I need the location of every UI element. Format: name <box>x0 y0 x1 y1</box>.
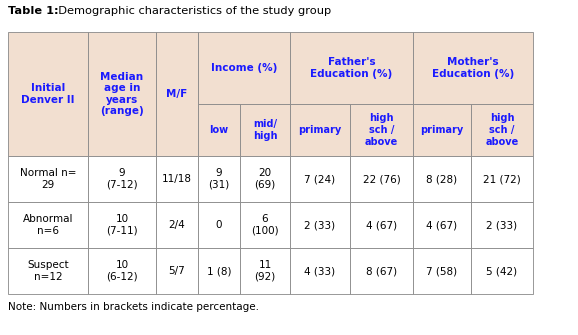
Bar <box>290 156 350 202</box>
Text: 10
(6-12): 10 (6-12) <box>106 260 138 282</box>
Text: 1 (8): 1 (8) <box>207 266 231 276</box>
Text: 8 (67): 8 (67) <box>366 266 397 276</box>
Bar <box>198 202 240 248</box>
Text: 11/18: 11/18 <box>162 174 192 184</box>
Bar <box>8 156 88 202</box>
Text: Abnormal
n=6: Abnormal n=6 <box>23 214 73 236</box>
Bar <box>290 202 350 248</box>
Bar <box>156 202 198 248</box>
Text: 2/4: 2/4 <box>169 220 186 230</box>
Bar <box>198 156 240 202</box>
Text: high
sch /
above: high sch / above <box>365 114 398 147</box>
Bar <box>290 248 350 294</box>
Bar <box>350 104 413 156</box>
Text: 20
(69): 20 (69) <box>254 168 276 190</box>
Bar <box>198 104 240 156</box>
Text: low: low <box>209 125 228 135</box>
Text: 21 (72): 21 (72) <box>483 174 521 184</box>
Text: 2 (33): 2 (33) <box>487 220 517 230</box>
Text: 10
(7-11): 10 (7-11) <box>106 214 138 236</box>
Bar <box>8 32 88 156</box>
Bar <box>88 248 156 294</box>
Bar <box>88 202 156 248</box>
Text: primary: primary <box>298 125 342 135</box>
Text: 0: 0 <box>216 220 223 230</box>
Text: 4 (67): 4 (67) <box>366 220 397 230</box>
Bar <box>198 248 240 294</box>
Bar <box>350 202 413 248</box>
Text: 7 (58): 7 (58) <box>427 266 458 276</box>
Text: Income (%): Income (%) <box>211 63 277 73</box>
Text: 6
(100): 6 (100) <box>251 214 279 236</box>
Bar <box>88 32 156 156</box>
Text: 5 (42): 5 (42) <box>487 266 517 276</box>
Text: Table 1:: Table 1: <box>8 6 58 16</box>
Bar <box>471 104 533 156</box>
Bar <box>471 202 533 248</box>
Bar <box>350 156 413 202</box>
Bar <box>290 32 413 104</box>
Text: Initial
Denver II: Initial Denver II <box>21 83 75 105</box>
Bar <box>240 248 290 294</box>
Bar <box>413 32 533 104</box>
Text: 22 (76): 22 (76) <box>362 174 401 184</box>
Text: Median
age in
years
(range): Median age in years (range) <box>100 72 144 116</box>
Bar <box>88 156 156 202</box>
Text: 8 (28): 8 (28) <box>427 174 458 184</box>
Bar <box>350 248 413 294</box>
Text: 5/7: 5/7 <box>169 266 186 276</box>
Bar <box>413 156 471 202</box>
Bar <box>471 156 533 202</box>
Bar <box>240 104 290 156</box>
Bar <box>413 104 471 156</box>
Text: 4 (33): 4 (33) <box>305 266 336 276</box>
Text: mid/
high: mid/ high <box>253 119 277 141</box>
Text: primary: primary <box>420 125 464 135</box>
Text: 11
(92): 11 (92) <box>254 260 276 282</box>
Bar <box>8 202 88 248</box>
Bar <box>8 248 88 294</box>
Text: Suspect
n=12: Suspect n=12 <box>27 260 69 282</box>
Text: 7 (24): 7 (24) <box>305 174 336 184</box>
Text: 2 (33): 2 (33) <box>305 220 336 230</box>
Text: M/F: M/F <box>166 89 188 99</box>
Text: 9
(31): 9 (31) <box>209 168 229 190</box>
Bar <box>290 104 350 156</box>
Text: 4 (67): 4 (67) <box>427 220 458 230</box>
Text: Note: Numbers in brackets indicate percentage.: Note: Numbers in brackets indicate perce… <box>8 302 259 312</box>
Bar <box>240 202 290 248</box>
Bar <box>413 202 471 248</box>
Bar <box>198 32 290 104</box>
Text: high
sch /
above: high sch / above <box>486 114 518 147</box>
Text: Normal n=
29: Normal n= 29 <box>20 168 76 190</box>
Text: Demographic characteristics of the study group: Demographic characteristics of the study… <box>51 6 331 16</box>
Bar <box>156 248 198 294</box>
Bar <box>471 248 533 294</box>
Bar <box>240 156 290 202</box>
Text: 9
(7-12): 9 (7-12) <box>106 168 138 190</box>
Text: Father's
Education (%): Father's Education (%) <box>310 57 392 79</box>
Bar <box>156 156 198 202</box>
Bar <box>156 32 198 156</box>
Text: Mother's
Education (%): Mother's Education (%) <box>432 57 514 79</box>
Bar <box>413 248 471 294</box>
